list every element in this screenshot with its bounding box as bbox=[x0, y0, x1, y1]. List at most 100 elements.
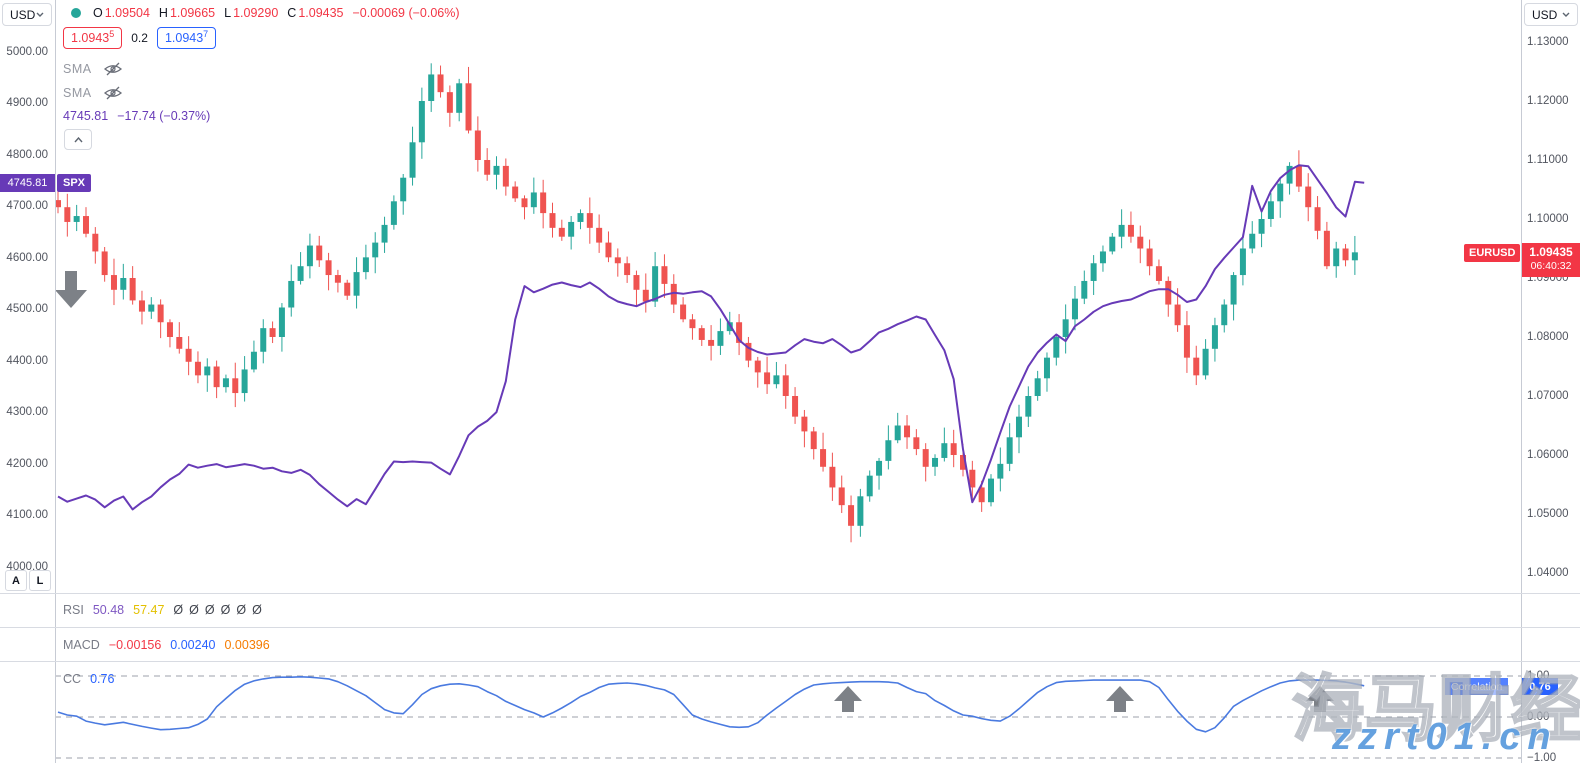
site-watermark-url: zzrt01.cn bbox=[1332, 716, 1558, 758]
right-axis-tick-label: 1.13000 bbox=[1527, 36, 1569, 48]
right-axis-tick-label: 1.08000 bbox=[1527, 331, 1569, 343]
hidden-value-icon: Ø bbox=[189, 603, 199, 617]
rsi-values: 50.48 57.47 bbox=[93, 603, 174, 617]
hidden-value-icon: Ø bbox=[236, 603, 247, 617]
correlation-badge-value: 0.76 bbox=[1522, 678, 1558, 695]
eye-off-icon[interactable] bbox=[103, 86, 122, 100]
correlation-badge-label: Correlation bbox=[1445, 678, 1509, 695]
scale-auto-button[interactable]: A bbox=[5, 570, 27, 591]
spx-axis-price-badge: 4745.81 bbox=[0, 174, 55, 192]
left-currency-dropdown[interactable]: USD bbox=[2, 3, 52, 26]
chevron-up-icon bbox=[73, 136, 83, 142]
market-status-dot-icon bbox=[71, 8, 81, 18]
rsi-value: 57.47 bbox=[133, 603, 165, 617]
symbol-badge: EURUSD bbox=[1464, 244, 1521, 262]
candlestick-series bbox=[55, 63, 1358, 543]
macd-label: MACD bbox=[63, 638, 100, 652]
cc-axis-tick-label: −1.00 bbox=[1527, 752, 1557, 763]
left-axis-tick-label: 4700.00 bbox=[6, 200, 48, 213]
ohlc-legend-row: O 1.09504 H 1.09665 L 1.09290 C 1.09435 −0.0006… bbox=[63, 4, 460, 22]
scale-log-button[interactable]: L bbox=[29, 570, 51, 591]
up-arrow-annotation[interactable] bbox=[1306, 686, 1334, 712]
site-watermark-cn: 海马财经 bbox=[1291, 669, 1580, 752]
up-arrow-annotation[interactable] bbox=[834, 686, 862, 712]
cc-pane-legend: CC 0.76 bbox=[63, 670, 123, 688]
right-currency-dropdown[interactable]: USD bbox=[1524, 3, 1578, 26]
chevron-down-icon bbox=[1562, 12, 1570, 17]
rsi-label: RSI bbox=[63, 603, 84, 617]
eye-off-icon[interactable] bbox=[103, 62, 122, 76]
ohlc-values: O 1.09504 H 1.09665 L 1.09290 C 1.09435 bbox=[93, 6, 353, 20]
left-axis-tick-label: 5000.00 bbox=[6, 46, 48, 58]
ohlc-field-value: 1.09290 bbox=[233, 6, 279, 20]
ohlc-field-label: O bbox=[93, 6, 103, 20]
spx-last-value: 4745.81 bbox=[63, 109, 109, 123]
countdown-timer: 06:40:32 bbox=[1530, 260, 1572, 272]
ohlc-field-value: 1.09435 bbox=[298, 6, 344, 20]
right-axis-tick-label: 1.11000 bbox=[1527, 154, 1568, 166]
chevron-down-icon bbox=[36, 12, 44, 17]
sma-legend-row-1: SMA bbox=[63, 60, 122, 78]
spx-series-tag[interactable]: SPX bbox=[57, 174, 92, 192]
macd-value: −0.00156 bbox=[108, 638, 162, 652]
ohlc-field-label: C bbox=[287, 6, 297, 20]
right-currency-label: USD bbox=[1532, 7, 1558, 22]
cc-axis-tick-label: 0.00 bbox=[1527, 711, 1550, 723]
pane-divider-cc[interactable] bbox=[0, 661, 1580, 662]
last-price-badge: 1.09435 06:40:32 bbox=[1522, 243, 1580, 277]
macd-value: 0.00240 bbox=[170, 638, 216, 652]
right-axis-tick-label: 1.12000 bbox=[1527, 95, 1569, 107]
correlation-line bbox=[57, 675, 1365, 733]
right-axis-border bbox=[1521, 0, 1522, 763]
left-axis-tick-label: 4900.00 bbox=[6, 97, 48, 110]
spx-line bbox=[57, 164, 1365, 511]
down-arrow-annotation[interactable] bbox=[55, 271, 87, 308]
spx-legend-row: 4745.81 −17.74 (−0.37%) bbox=[63, 107, 210, 125]
sma-legend-row-2: SMA bbox=[63, 84, 122, 102]
hidden-value-icon: Ø bbox=[204, 603, 215, 617]
ohlc-field-label: L bbox=[224, 6, 232, 20]
last-price-value: 1.09435 bbox=[1529, 245, 1573, 259]
right-axis-tick-label: 1.10000 bbox=[1527, 213, 1569, 225]
cc-label: CC bbox=[63, 672, 82, 686]
spx-change: −17.74 (−0.37%) bbox=[117, 109, 211, 123]
macd-pane-legend: MACD −0.00156 0.00240 0.00396 bbox=[63, 636, 279, 654]
left-axis-tick-label: 4000.00 bbox=[6, 560, 48, 573]
sma-label: SMA bbox=[63, 62, 92, 76]
cc-value: 0.76 bbox=[90, 672, 115, 686]
ohlc-field-value: 1.09665 bbox=[169, 6, 216, 20]
hidden-value-icon: Ø bbox=[173, 603, 184, 617]
ohlc-field-value: 1.09504 bbox=[104, 6, 150, 20]
left-currency-label: USD bbox=[10, 7, 36, 22]
left-axis-tick-label: 4600.00 bbox=[6, 251, 48, 264]
left-axis-tick-label: 4300.00 bbox=[6, 406, 48, 419]
sma-label: SMA bbox=[63, 86, 92, 100]
bid-ask-row: 1.09435 0.2 1.09437 bbox=[63, 27, 217, 49]
right-axis-tick-label: 1.05000 bbox=[1527, 508, 1569, 520]
buy-button[interactable]: 1.09437 bbox=[156, 27, 217, 49]
hidden-value-icon: Ø bbox=[252, 603, 262, 617]
right-axis-tick-label: 1.04000 bbox=[1527, 567, 1569, 579]
hidden-value-icon: Ø bbox=[220, 603, 231, 617]
sell-button[interactable]: 1.09435 bbox=[63, 27, 123, 49]
change-value: −0.00069 (−0.06%) bbox=[352, 6, 460, 20]
macd-values: −0.00156 0.00240 0.00396 bbox=[109, 638, 279, 652]
left-axis-tick-label: 4500.00 bbox=[6, 303, 48, 316]
legend-collapse-button[interactable] bbox=[64, 129, 92, 150]
pane-divider-macd[interactable] bbox=[0, 627, 1580, 628]
spread-value: 0.2 bbox=[131, 31, 148, 45]
rsi-value: 50.48 bbox=[92, 603, 125, 617]
pane-divider-rsi[interactable] bbox=[0, 593, 1580, 594]
left-axis-tick-label: 4100.00 bbox=[6, 509, 48, 522]
left-axis-tick-label: 4800.00 bbox=[6, 148, 48, 161]
left-axis-tick-label: 4200.00 bbox=[6, 457, 48, 470]
up-arrow-annotation[interactable] bbox=[1106, 686, 1134, 712]
left-axis-border bbox=[55, 0, 56, 763]
macd-value: 0.00396 bbox=[224, 638, 270, 652]
cc-values: 0.76 bbox=[90, 672, 123, 686]
right-axis-tick-label: 1.07000 bbox=[1527, 390, 1569, 402]
